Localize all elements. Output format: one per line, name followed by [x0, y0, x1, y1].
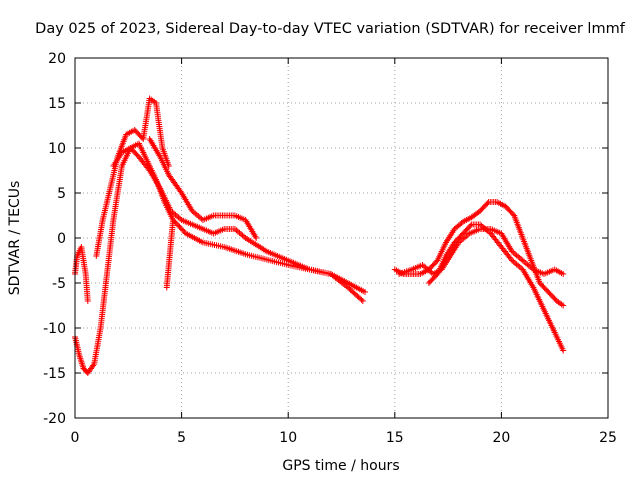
- data-point-markers: [146, 136, 260, 241]
- x-tick-label: 0: [71, 430, 80, 446]
- y-tick-label: 15: [48, 96, 66, 112]
- data-point-markers: [391, 199, 567, 309]
- y-tick-label: 0: [57, 231, 66, 247]
- data-point-markers: [425, 221, 567, 354]
- series-arc-i: [425, 221, 567, 354]
- data-points: [72, 95, 567, 376]
- axis-ticks: -20 -15 -10 -5 0 5 10 15 20 0 5 10 15 20 25: [43, 51, 617, 446]
- data-point-markers: [163, 217, 177, 291]
- x-tick-label: 10: [279, 430, 297, 446]
- x-tick-label: 15: [386, 430, 404, 446]
- series-arc-e: [146, 136, 260, 241]
- y-tick-label: -15: [43, 366, 66, 382]
- x-axis-label: GPS time / hours: [282, 458, 399, 474]
- y-tick-label: -5: [52, 276, 66, 292]
- y-tick-label: 20: [48, 51, 66, 67]
- series-arc-d: [110, 145, 366, 304]
- series-arc-c: [93, 95, 172, 259]
- grid: [75, 58, 608, 418]
- data-point-markers: [93, 95, 172, 259]
- y-tick-label: -20: [43, 411, 66, 427]
- chart-title: Day 025 of 2023, Sidereal Day-to-day VTE…: [35, 21, 626, 37]
- x-tick-label: 20: [492, 430, 510, 446]
- series-arc-g: [391, 199, 567, 309]
- y-tick-label: 5: [57, 186, 66, 202]
- series-arc-f: [163, 217, 177, 291]
- y-tick-label: -10: [43, 321, 66, 337]
- x-tick-label: 5: [177, 430, 186, 446]
- plot-frame: [74, 57, 609, 419]
- y-tick-label: 10: [48, 141, 66, 157]
- x-tick-label: 25: [599, 430, 617, 446]
- data-point-markers: [110, 145, 366, 304]
- y-axis-label: SDTVAR / TECUs: [7, 181, 23, 296]
